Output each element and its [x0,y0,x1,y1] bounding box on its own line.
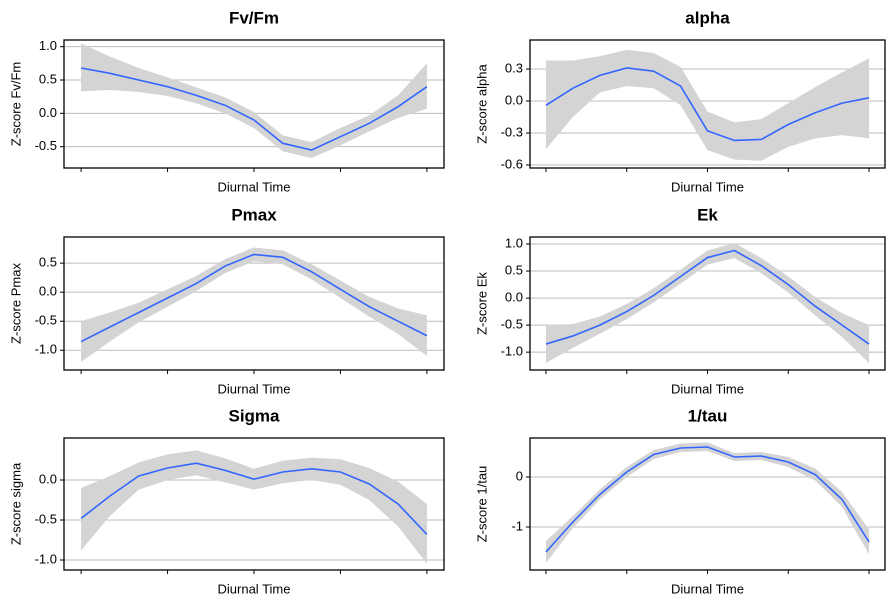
y-tick-label: 0.0 [39,105,57,120]
y-tick-label: -1 [511,518,523,533]
y-tick-label: 0.3 [505,60,523,75]
y-tick-label: -0.5 [35,313,57,328]
y-tick-label: -0.3 [501,124,523,139]
chart-title: alpha [685,8,730,27]
plot-frame [63,437,445,571]
chart-title: 1/tau [688,406,728,425]
y-axis-label: Z-score sigma [8,462,23,545]
y-tick-label: 0.0 [39,471,57,486]
y-tick-label: 0.0 [505,290,523,305]
y-tick-label: -1.0 [501,344,523,359]
trend-line [80,253,428,343]
y-tick-label: 0.5 [39,255,57,270]
y-tick-label: 0.0 [505,92,523,107]
confidence-band [545,442,870,563]
plot-frame [63,236,445,371]
y-axis-label: Z-score 1/tau [474,466,489,543]
y-tick-label: 1.0 [39,38,57,53]
y-tick-label: 0.5 [39,71,57,86]
chart-title: Fv/Fm [229,8,279,27]
x-axis-label: Diurnal Time [671,581,744,596]
y-tick-label: 1.0 [505,235,523,250]
plot-frame [63,39,445,169]
y-tick-label: -0.6 [501,156,523,171]
confidence-band [545,49,870,161]
x-axis-label: Diurnal Time [218,179,291,194]
trend-line [80,462,428,535]
y-axis-label: Z-score Ek [474,272,489,335]
y-tick-label: -1.0 [35,551,57,566]
confidence-band [81,43,427,159]
chart-title: Sigma [228,406,280,425]
x-axis-label: Diurnal Time [671,381,744,396]
confidence-band [81,450,427,564]
y-axis-label: Z-score Fv/Fm [8,62,23,147]
y-tick-label: 0 [516,468,523,483]
chart-title: Pmax [231,205,277,224]
y-tick-label: -0.5 [35,138,57,153]
y-axis-label: Z-score Pmax [8,263,23,344]
trend-line [545,249,870,345]
y-tick-label: -0.5 [501,317,523,332]
x-axis-label: Diurnal Time [671,179,744,194]
confidence-band [545,242,870,363]
trend-line [545,67,870,142]
x-axis-label: Diurnal Time [218,381,291,396]
x-axis-label: Diurnal Time [218,581,291,596]
plot-frame [529,39,886,169]
y-tick-label: 0.5 [505,262,523,277]
plot-frame [529,236,886,371]
y-tick-label: -0.5 [35,511,57,526]
y-axis-label: Z-score alpha [474,63,489,143]
confidence-band [81,247,427,362]
y-tick-label: -1.0 [35,342,57,357]
y-tick-label: 0.0 [39,284,57,299]
trend-line [80,67,428,151]
trend-line [545,446,870,553]
plot-frame [529,437,886,571]
chart-title: Ek [697,205,718,224]
